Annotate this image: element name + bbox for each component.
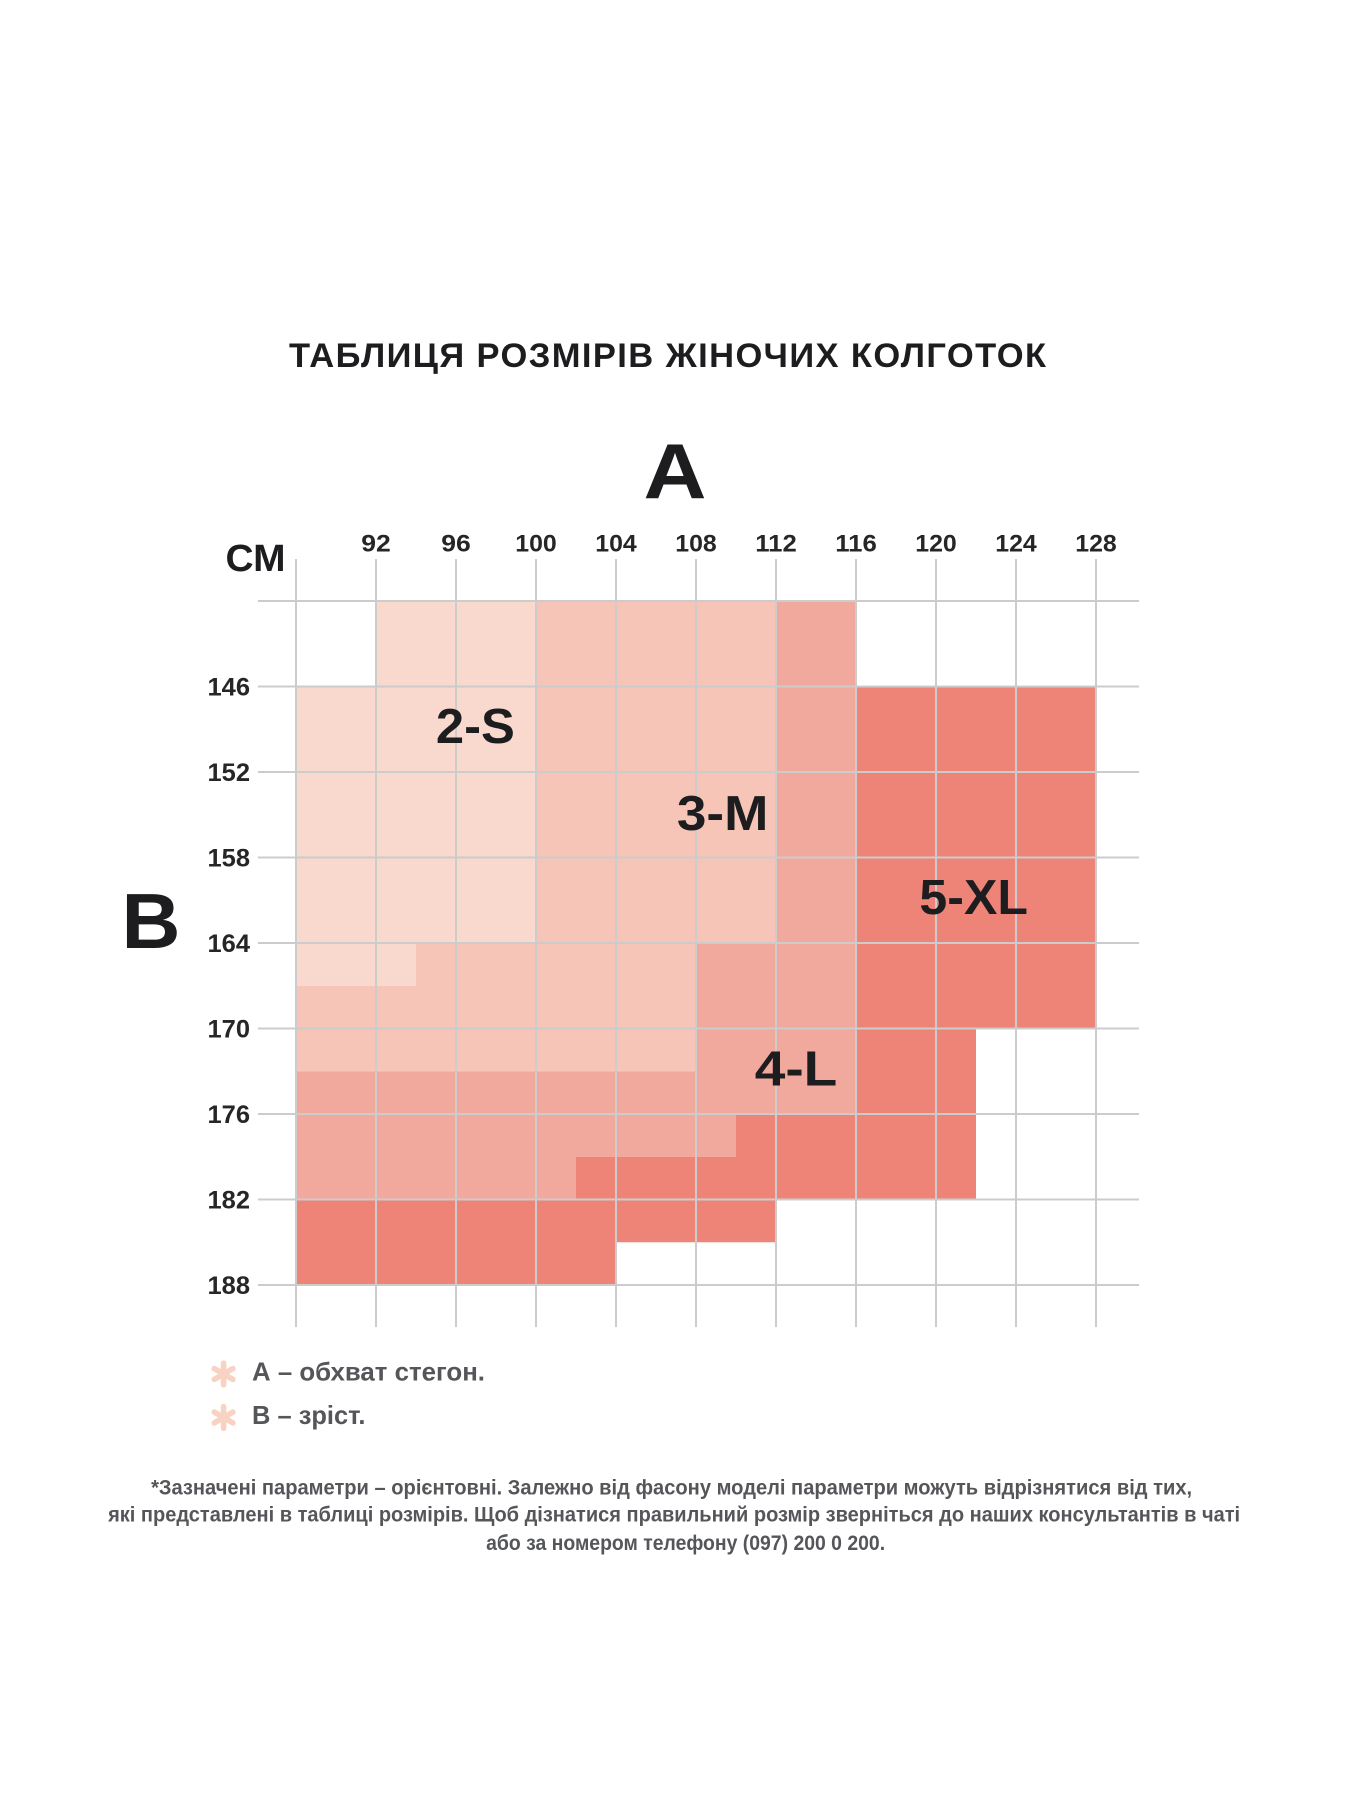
svg-text:104: 104 — [595, 530, 637, 557]
svg-text:152: 152 — [208, 759, 251, 787]
svg-text:2-S: 2-S — [436, 700, 515, 754]
svg-text:100: 100 — [515, 530, 557, 557]
svg-text:112: 112 — [755, 530, 797, 557]
svg-text:СМ: СМ — [226, 538, 286, 580]
svg-text:116: 116 — [835, 530, 877, 557]
svg-text:В – зріст.: В – зріст. — [252, 1400, 366, 1430]
svg-text:96: 96 — [441, 530, 471, 557]
svg-text:128: 128 — [1075, 530, 1117, 557]
svg-text:170: 170 — [208, 1015, 251, 1043]
svg-text:108: 108 — [675, 530, 717, 557]
svg-text:А – обхват стегон.: А – обхват стегон. — [252, 1357, 485, 1387]
svg-text:B: B — [122, 877, 181, 965]
svg-text:120: 120 — [915, 530, 957, 557]
svg-text:182: 182 — [208, 1186, 251, 1214]
svg-text:ТАБЛИЦЯ РОЗМІРІВ ЖІНОЧИХ КОЛГО: ТАБЛИЦЯ РОЗМІРІВ ЖІНОЧИХ КОЛГОТОК — [289, 337, 1047, 375]
svg-text:188: 188 — [208, 1272, 251, 1300]
svg-text:158: 158 — [208, 844, 251, 872]
svg-text:A: A — [644, 427, 707, 515]
svg-text:3-M: 3-M — [677, 787, 769, 841]
svg-text:176: 176 — [208, 1101, 251, 1129]
svg-text:5-XL: 5-XL — [919, 871, 1028, 925]
svg-text:124: 124 — [995, 530, 1037, 557]
svg-text:або за номером телефону (097): або за номером телефону (097) 200 0 200. — [486, 1532, 885, 1555]
svg-text:які представлені в таблиці роз: які представлені в таблиці розмірів. Щоб… — [107, 1504, 1240, 1527]
svg-text:4-L: 4-L — [755, 1043, 838, 1097]
svg-text:*Зазначені параметри – орієнто: *Зазначені параметри – орієнтовні. Залеж… — [151, 1477, 1192, 1500]
svg-text:146: 146 — [208, 673, 251, 701]
svg-text:92: 92 — [361, 530, 391, 557]
svg-text:164: 164 — [208, 930, 251, 958]
